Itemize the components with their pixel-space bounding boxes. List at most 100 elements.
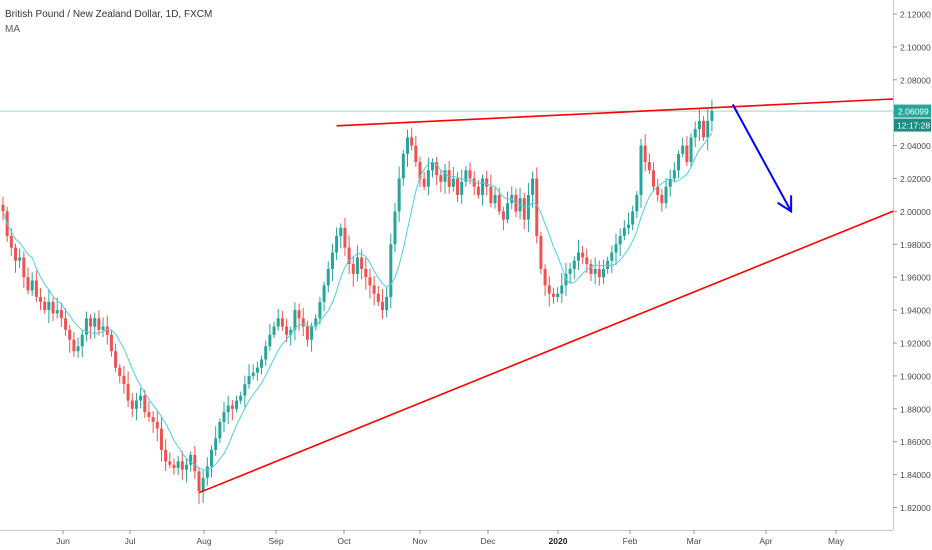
candle-body xyxy=(639,145,643,195)
candle-body xyxy=(14,247,18,261)
y-tick-label: 2.02000 xyxy=(900,174,931,184)
candle-body xyxy=(172,464,176,469)
candle-body xyxy=(660,194,664,204)
candle-body xyxy=(30,280,34,291)
candle-body xyxy=(489,186,493,204)
candle-body xyxy=(635,194,639,212)
candle-body xyxy=(443,170,447,182)
candle-body xyxy=(139,395,143,401)
candle-body xyxy=(693,129,697,138)
candle-body xyxy=(556,293,560,297)
candle-body xyxy=(260,359,264,368)
candle-body xyxy=(668,178,672,187)
candle-body xyxy=(493,194,497,204)
candle-body xyxy=(151,417,155,422)
candle-body xyxy=(51,301,55,314)
candle-body xyxy=(105,326,109,335)
x-tick-label: Nov xyxy=(412,536,428,546)
y-tick-label: 1.90000 xyxy=(900,371,931,381)
candle-body xyxy=(84,318,88,335)
countdown-badge xyxy=(894,118,931,132)
candle-body xyxy=(276,318,280,327)
resistance-trendline[interactable] xyxy=(336,96,932,127)
candle-body xyxy=(501,211,505,220)
candle-body xyxy=(93,318,97,327)
candle-body xyxy=(289,329,293,335)
candle-body xyxy=(89,318,93,327)
x-tick-label: Sep xyxy=(268,536,283,546)
candle-body xyxy=(184,464,188,470)
candle-body xyxy=(255,367,259,373)
candle-body xyxy=(26,277,30,291)
candle-body xyxy=(601,268,605,278)
candle-body xyxy=(706,120,710,138)
candle-body xyxy=(214,438,218,450)
candle-body xyxy=(22,257,26,278)
candle-body xyxy=(297,310,301,319)
chart-title: British Pound / New Zealand Dollar, 1D, … xyxy=(5,9,213,20)
candle-body xyxy=(426,170,430,187)
candle-body xyxy=(180,461,184,470)
indicator-label: MA xyxy=(5,24,20,35)
countdown-label: 12:17:28 xyxy=(897,121,930,131)
candle-body xyxy=(280,318,284,327)
candle-body xyxy=(576,252,580,261)
candle-body xyxy=(47,301,51,311)
candle-body xyxy=(485,178,489,187)
candle-body xyxy=(531,178,535,195)
candle-body xyxy=(597,268,601,278)
candle-body xyxy=(410,137,414,146)
chart-legend: British Pound / New Zealand Dollar, 1D, … xyxy=(5,7,212,37)
candle-body xyxy=(230,405,234,409)
x-tick-label: Oct xyxy=(337,536,351,546)
candle-body xyxy=(431,162,435,171)
candle-body xyxy=(456,178,460,195)
candle-body xyxy=(335,236,339,253)
candle-body xyxy=(39,296,43,302)
candle-body xyxy=(535,178,539,237)
candle-body xyxy=(239,395,243,401)
candle-body xyxy=(285,326,289,335)
candle-body xyxy=(189,454,193,465)
y-tick-label: 2.00000 xyxy=(900,207,931,217)
candle-body xyxy=(397,178,401,212)
candle-body xyxy=(547,285,551,294)
candle-body xyxy=(418,162,422,179)
candle-body xyxy=(627,224,630,228)
candle-body xyxy=(264,346,268,360)
candle-body xyxy=(414,145,418,163)
candle-body xyxy=(647,162,651,171)
candle-body xyxy=(702,120,706,138)
candle-body xyxy=(301,318,305,327)
candle-body xyxy=(72,339,76,352)
y-tick-label: 1.88000 xyxy=(900,404,931,414)
candle-body xyxy=(476,186,480,195)
candle-body xyxy=(101,326,105,330)
candle-body xyxy=(314,318,318,327)
candle-body xyxy=(218,421,222,439)
candle-body xyxy=(251,372,255,376)
candle-body xyxy=(9,236,13,248)
candle-body xyxy=(76,346,80,352)
candle-body xyxy=(560,285,564,294)
candle-body xyxy=(118,367,122,376)
moving-average xyxy=(2,132,713,471)
candle-body xyxy=(631,211,635,225)
support-trendline[interactable] xyxy=(198,129,932,494)
candle-body xyxy=(339,227,343,237)
candle-body xyxy=(193,454,197,472)
y-tick-label: 1.86000 xyxy=(900,437,931,447)
candle-body xyxy=(322,285,326,302)
arrow-shaft[interactable] xyxy=(731,103,793,212)
x-tick-label: May xyxy=(828,536,845,546)
candle-body xyxy=(59,310,63,319)
y-tick-label: 2.10000 xyxy=(900,42,931,52)
candle-body xyxy=(201,477,205,492)
candles xyxy=(1,99,714,505)
y-tick-label: 1.82000 xyxy=(900,503,931,513)
candle-body xyxy=(376,293,380,302)
candle-body xyxy=(405,137,409,154)
y-tick-label: 2.04000 xyxy=(900,141,931,151)
candle-body xyxy=(343,227,347,248)
